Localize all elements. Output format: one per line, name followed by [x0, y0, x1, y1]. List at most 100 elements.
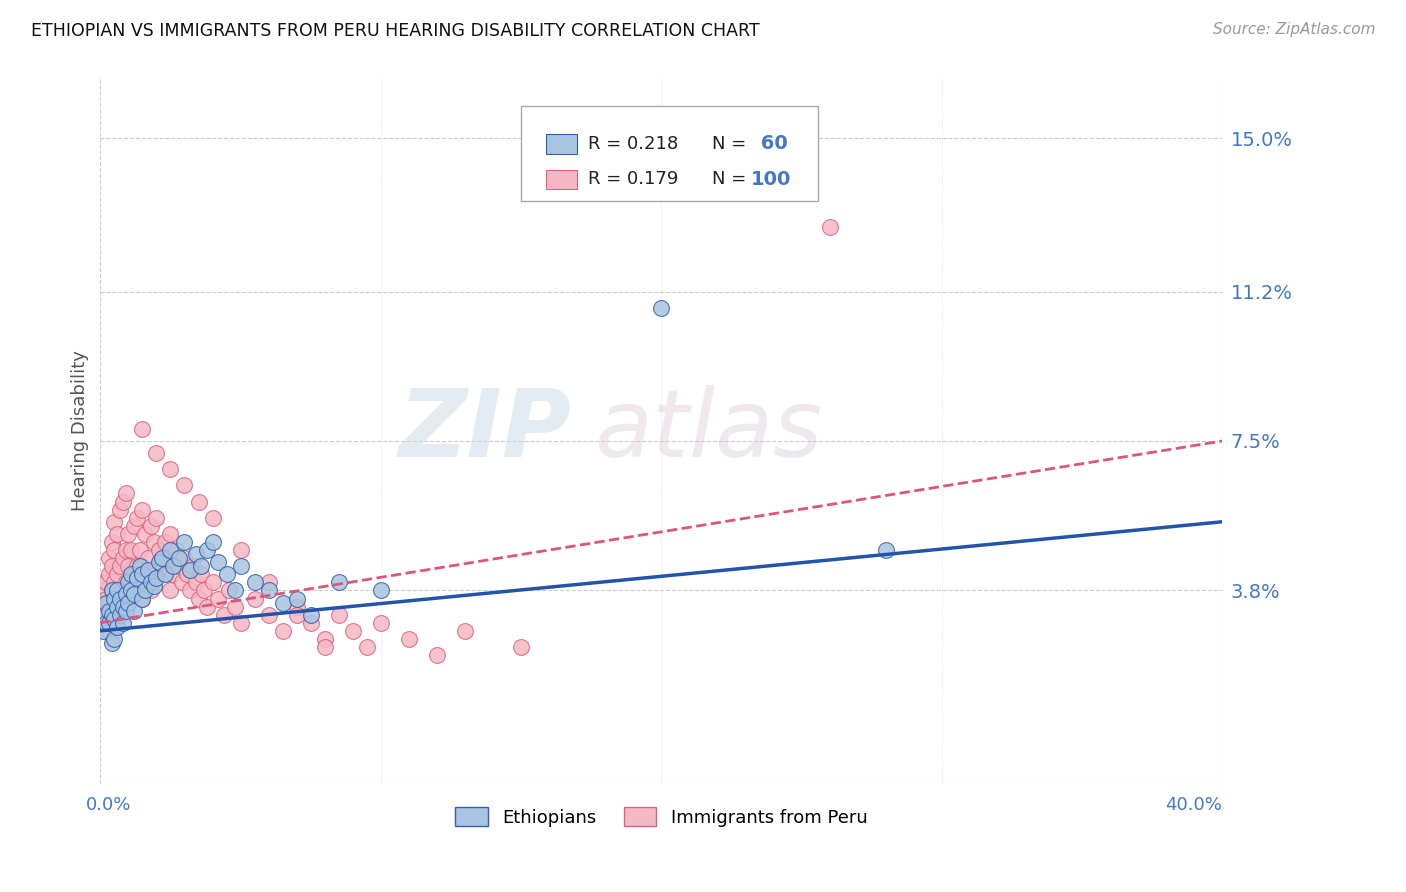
Point — [103, 607, 125, 622]
Point — [94, 615, 117, 630]
Text: 60: 60 — [755, 134, 789, 153]
Point — [818, 219, 841, 234]
Point — [398, 632, 420, 646]
Point — [105, 599, 128, 614]
Point — [875, 543, 897, 558]
Text: N =: N = — [711, 170, 752, 188]
Point — [91, 599, 114, 614]
Point — [97, 624, 120, 638]
Point — [187, 591, 209, 606]
Text: 100: 100 — [751, 170, 792, 189]
Point — [114, 604, 136, 618]
Point — [117, 527, 139, 541]
Point — [159, 543, 181, 558]
Point — [100, 636, 122, 650]
Point — [131, 567, 153, 582]
Point — [207, 591, 229, 606]
Point — [122, 604, 145, 618]
Point — [148, 555, 170, 569]
Text: atlas: atlas — [593, 385, 823, 476]
Point — [131, 559, 153, 574]
Point — [134, 527, 156, 541]
Point — [94, 596, 117, 610]
Point — [243, 591, 266, 606]
Point — [97, 615, 120, 630]
Point — [131, 591, 153, 606]
Point — [150, 551, 173, 566]
Point — [181, 559, 204, 574]
Point — [195, 599, 218, 614]
Point — [179, 583, 201, 598]
Point — [229, 543, 252, 558]
Point — [131, 502, 153, 516]
Point — [167, 551, 190, 566]
FancyBboxPatch shape — [522, 106, 818, 201]
Point — [97, 596, 120, 610]
Point — [111, 551, 134, 566]
Point — [97, 551, 120, 566]
Point — [108, 607, 131, 622]
Point — [128, 543, 150, 558]
Point — [120, 575, 142, 590]
Point — [105, 567, 128, 582]
Point — [105, 620, 128, 634]
Point — [167, 559, 190, 574]
Point — [103, 612, 125, 626]
Point — [139, 575, 162, 590]
Point — [454, 624, 477, 638]
Text: 40.0%: 40.0% — [1166, 797, 1222, 814]
Point — [224, 583, 246, 598]
Point — [103, 632, 125, 646]
Point — [114, 587, 136, 601]
Point — [212, 607, 235, 622]
Point — [111, 494, 134, 508]
Point — [257, 583, 280, 598]
Point — [314, 632, 336, 646]
Point — [145, 567, 167, 582]
Point — [142, 535, 165, 549]
Point — [91, 624, 114, 638]
Point — [159, 462, 181, 476]
Point — [153, 567, 176, 582]
Point — [145, 510, 167, 524]
Point — [179, 563, 201, 577]
Point — [190, 567, 212, 582]
Point — [184, 575, 207, 590]
Point — [342, 624, 364, 638]
Point — [139, 583, 162, 598]
Point — [184, 547, 207, 561]
Point — [111, 615, 134, 630]
Text: N =: N = — [711, 135, 752, 153]
Point — [108, 502, 131, 516]
Point — [142, 579, 165, 593]
Point — [105, 527, 128, 541]
Point — [426, 648, 449, 662]
Point — [328, 575, 350, 590]
Point — [120, 583, 142, 598]
Point — [370, 583, 392, 598]
Point — [105, 599, 128, 614]
Text: ZIP: ZIP — [399, 384, 572, 477]
Point — [108, 559, 131, 574]
Point — [650, 301, 672, 315]
Point — [136, 551, 159, 566]
Point — [122, 567, 145, 582]
Point — [122, 518, 145, 533]
Point — [100, 583, 122, 598]
Point — [173, 551, 195, 566]
Point — [170, 575, 193, 590]
Point — [201, 535, 224, 549]
Point — [103, 591, 125, 606]
Point — [134, 583, 156, 598]
Text: 0.0%: 0.0% — [86, 797, 132, 814]
Point — [285, 599, 308, 614]
Point — [111, 583, 134, 598]
Point — [120, 543, 142, 558]
Point — [94, 575, 117, 590]
Point — [190, 559, 212, 574]
Point — [114, 543, 136, 558]
Point — [100, 559, 122, 574]
Point — [193, 583, 215, 598]
Point — [176, 567, 198, 582]
Point — [229, 559, 252, 574]
